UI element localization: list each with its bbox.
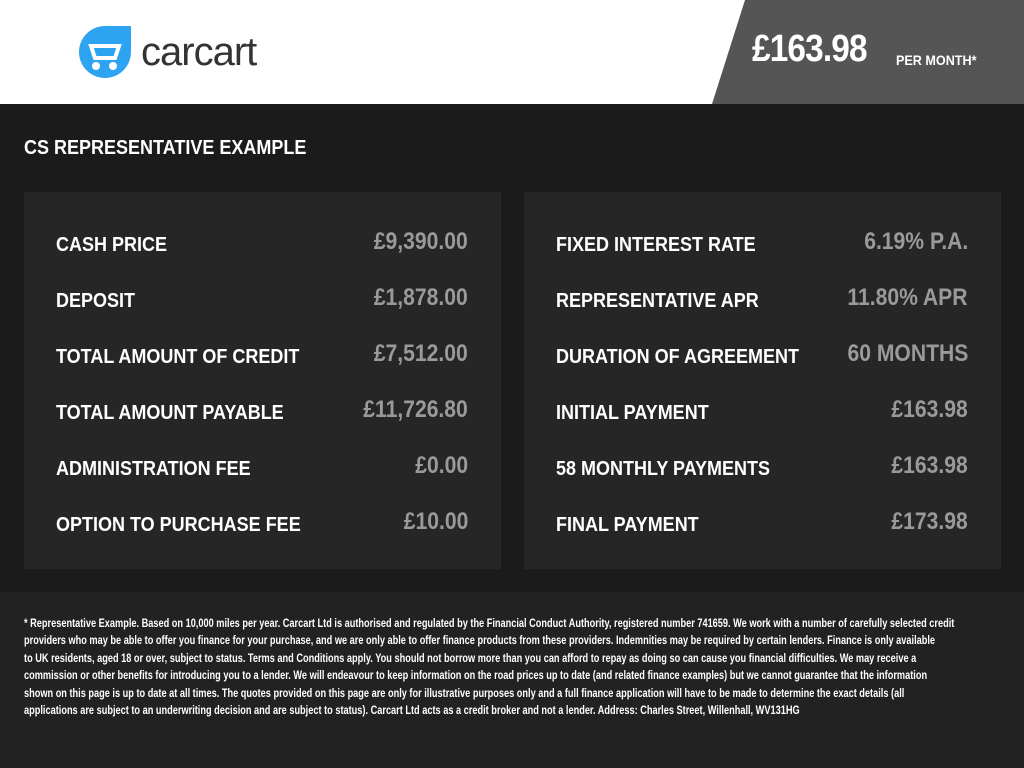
disclaimer-line: to UK residents, aged 18 or over, subjec… [24,652,917,665]
finance-label: 58 MONTHLY PAYMENTS [556,458,771,480]
monthly-price: £163.98 [752,28,868,70]
finance-value: £0.00 [415,452,468,479]
monthly-price-banner: £163.98 PER MONTH* [712,0,1024,104]
finance-value: £173.98 [891,508,968,535]
disclaimer-line: providers who may be able to offer you f… [24,635,936,648]
finance-value: £1,878.00 [374,284,468,311]
finance-value: £10.00 [403,508,468,535]
finance-label: FINAL PAYMENT [556,514,699,536]
finance-row: FINAL PAYMENT £173.98 [556,508,968,542]
finance-value: 6.19% P.A. [863,228,968,255]
finance-label: DEPOSIT [56,290,136,312]
finance-label: CASH PRICE [56,234,168,256]
finance-label: ADMINISTRATION FEE [56,458,251,480]
finance-value: £163.98 [891,452,968,479]
finance-row: FIXED INTEREST RATE 6.19% P.A. [556,228,968,262]
disclaimer-line: * Representative Example. Based on 10,00… [24,618,955,630]
header: carcart £163.98 PER MONTH* [0,0,1024,104]
disclaimer: * Representative Example. Based on 10,00… [24,616,1024,720]
finance-value: £9,390.00 [374,228,468,255]
per-month-label: PER MONTH* [896,52,977,68]
disclaimer-line: shown on this page is up to date at all … [24,687,905,700]
finance-row: TOTAL AMOUNT PAYABLE £11,726.80 [56,396,468,430]
finance-row: TOTAL AMOUNT OF CREDIT £7,512.00 [56,340,468,374]
finance-row: 58 MONTHLY PAYMENTS £163.98 [556,452,968,486]
finance-row: OPTION TO PURCHASE FEE £10.00 [56,508,468,542]
finance-value: 60 MONTHS [847,340,968,367]
finance-row: CASH PRICE £9,390.00 [56,228,468,262]
finance-row: DEPOSIT £1,878.00 [56,284,468,318]
finance-label: TOTAL AMOUNT PAYABLE [56,402,284,424]
finance-label: INITIAL PAYMENT [556,402,709,424]
cart-logo-icon [79,26,131,78]
finance-row: REPRESENTATIVE APR 11.80% APR [556,284,968,318]
finance-value: £7,512.00 [374,340,468,367]
finance-value: £11,726.80 [363,396,468,423]
finance-value: 11.80% APR [847,284,968,311]
finance-panel-right: FIXED INTEREST RATE 6.19% P.A. REPRESENTAT… [524,192,1001,569]
disclaimer-line: applications are subject to an underwrit… [24,705,800,718]
finance-label: TOTAL AMOUNT OF CREDIT [56,346,300,368]
footer: * Representative Example. Based on 10,00… [0,592,1024,768]
section-title: CS REPRESENTATIVE EXAMPLE [24,137,307,159]
finance-label: REPRESENTATIVE APR [556,290,759,312]
finance-label: FIXED INTEREST RATE [556,234,756,256]
finance-label: OPTION TO PURCHASE FEE [56,514,301,536]
brand-name: carcart [141,29,257,74]
disclaimer-line: commission or other benefits for introdu… [24,670,928,683]
finance-value: £163.98 [891,396,968,423]
finance-row: DURATION OF AGREEMENT 60 MONTHS [556,340,968,374]
finance-row: ADMINISTRATION FEE £0.00 [56,452,468,486]
finance-panel-left: CASH PRICE £9,390.00 DEPOSIT £1,878.00 TOTAL… [24,192,501,569]
carcart-logo[interactable]: carcart [77,24,257,80]
finance-label: DURATION OF AGREEMENT [556,346,799,368]
finance-row: INITIAL PAYMENT £163.98 [556,396,968,430]
